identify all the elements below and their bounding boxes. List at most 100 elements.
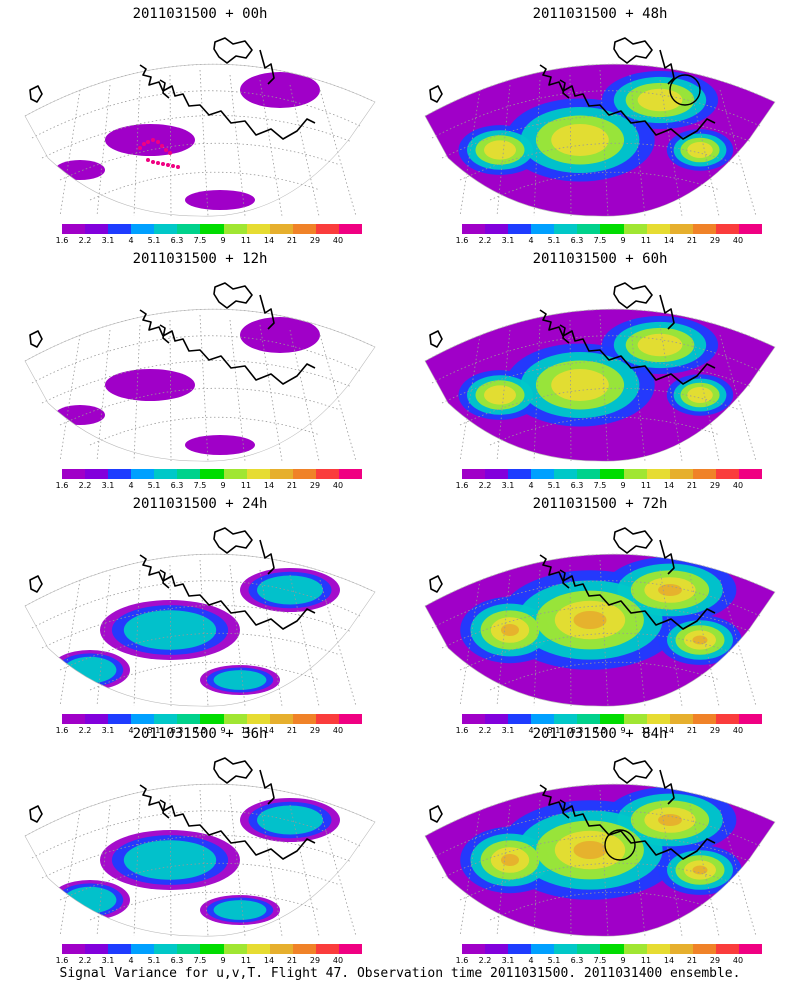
colorbar-label: 1.6 bbox=[455, 481, 469, 490]
colorbar-swatch bbox=[177, 224, 201, 234]
colorbar-label: 14 bbox=[663, 236, 675, 245]
variance-contour bbox=[484, 385, 516, 405]
colorbar-swatch bbox=[623, 714, 647, 724]
colorbar-label: 9 bbox=[220, 236, 226, 245]
colorbar-swatch bbox=[623, 944, 647, 954]
map-panel: 2011031500 + 60h 1.6 2.2 3.1 4 5.1 6.3 7.5 9 11 1… bbox=[400, 245, 800, 490]
variance-field bbox=[50, 568, 340, 695]
colorbar-swatch bbox=[85, 944, 109, 954]
map-boundary bbox=[24, 553, 376, 707]
colorbar-swatch bbox=[508, 469, 532, 479]
colorbar-swatch bbox=[223, 944, 247, 954]
colorbar-swatch bbox=[692, 224, 716, 234]
colorbar-swatch bbox=[177, 469, 201, 479]
variance-field bbox=[425, 64, 775, 217]
variance-contour bbox=[687, 142, 713, 158]
colorbar-label: 9 bbox=[620, 481, 626, 490]
colorbar bbox=[62, 224, 363, 234]
colorbar-label: 21 bbox=[686, 236, 698, 245]
colorbar-label: 7.5 bbox=[193, 481, 207, 490]
colorbar-swatch bbox=[246, 469, 270, 479]
colorbar-swatch bbox=[154, 714, 178, 724]
colorbar-label: 3.1 bbox=[501, 481, 515, 490]
colorbar-swatch bbox=[200, 469, 224, 479]
colorbar-swatch bbox=[669, 944, 693, 954]
colorbar-labels: 1.6 2.2 3.1 4 5.1 6.3 7.5 9 11 14 21 29 40 bbox=[452, 236, 772, 246]
colorbar-swatch bbox=[692, 714, 716, 724]
variance-map bbox=[424, 527, 776, 707]
colorbar-swatch bbox=[554, 714, 578, 724]
coastline bbox=[429, 282, 716, 385]
variance-contour bbox=[501, 624, 519, 636]
colorbar-swatch bbox=[246, 714, 270, 724]
colorbar-swatch bbox=[200, 224, 224, 234]
colorbar-label: 5.1 bbox=[547, 956, 561, 965]
coastline bbox=[29, 37, 316, 140]
colorbar-swatch bbox=[131, 469, 155, 479]
colorbar-label: 40 bbox=[332, 726, 344, 735]
map-panel: 2011031500 + 00h 1.6 2.2 3.1 4 5.1 6.3 7.5 9 11 1… bbox=[0, 0, 400, 245]
colorbar-swatch bbox=[269, 944, 293, 954]
colorbar bbox=[462, 224, 763, 234]
colorbar-swatch bbox=[531, 224, 555, 234]
colorbar-label: 11 bbox=[640, 726, 652, 735]
colorbar-swatch bbox=[200, 944, 224, 954]
colorbar-label: 6.3 bbox=[170, 956, 184, 965]
colorbar-swatch bbox=[85, 714, 109, 724]
panel-title: 2011031500 + 60h bbox=[532, 251, 668, 267]
variance-field bbox=[425, 554, 775, 707]
colorbar-swatch bbox=[646, 714, 670, 724]
flight-track bbox=[138, 138, 180, 169]
colorbar bbox=[462, 944, 763, 954]
colorbar-swatch bbox=[338, 469, 363, 479]
variance-contour bbox=[658, 814, 682, 826]
variance-contour bbox=[257, 805, 323, 835]
variance-contour bbox=[123, 840, 217, 880]
colorbar-label: 21 bbox=[286, 726, 298, 735]
colorbar-label: 29 bbox=[309, 726, 321, 735]
colorbar bbox=[62, 944, 363, 954]
colorbar-label: 5.1 bbox=[547, 481, 561, 490]
colorbar-label: 40 bbox=[732, 481, 744, 490]
variance-contour bbox=[185, 190, 255, 210]
colorbar-label: 9 bbox=[220, 726, 226, 735]
colorbar-label: 11 bbox=[240, 956, 252, 965]
colorbar-label: 7.5 bbox=[593, 956, 607, 965]
coastline bbox=[29, 282, 316, 385]
colorbar-swatch bbox=[554, 224, 578, 234]
colorbar-swatch bbox=[292, 469, 316, 479]
colorbar-labels: 1.6 2.2 3.1 4 5.1 6.3 7.5 9 11 14 21 29 40 bbox=[52, 481, 372, 491]
colorbar-label: 6.3 bbox=[570, 726, 584, 735]
colorbar-label: 11 bbox=[640, 236, 652, 245]
colorbar-label: 7.5 bbox=[593, 726, 607, 735]
colorbar-swatch bbox=[462, 714, 486, 724]
map-panel: 2011031500 + 36h 1.6 2.2 3.1 4 5.1 6.3 7.5 9 11 1… bbox=[0, 720, 400, 965]
colorbar-swatch bbox=[738, 944, 763, 954]
coastline bbox=[29, 757, 316, 860]
colorbar-label: 11 bbox=[640, 956, 652, 965]
variance-map bbox=[424, 282, 776, 462]
colorbar-swatch bbox=[131, 944, 155, 954]
colorbar-swatch bbox=[508, 714, 532, 724]
colorbar-swatch bbox=[154, 224, 178, 234]
map-panel: 2011031500 + 84h 1.6 2.2 3.1 4 5.1 6.3 7.5 9 11 1… bbox=[400, 720, 800, 965]
colorbar-label: 9 bbox=[220, 481, 226, 490]
colorbar-label: 6.3 bbox=[570, 236, 584, 245]
variance-contour bbox=[573, 841, 607, 859]
colorbar-label: 3.1 bbox=[501, 236, 515, 245]
colorbar-swatch bbox=[131, 714, 155, 724]
colorbar-swatch bbox=[462, 944, 486, 954]
colorbar-label: 9 bbox=[620, 726, 626, 735]
colorbar-swatch bbox=[292, 944, 316, 954]
map-panel: 2011031500 + 48h 1.6 2.2 3.1 4 5.1 6.3 7.5 9 11 1… bbox=[400, 0, 800, 245]
colorbar-swatch bbox=[315, 224, 339, 234]
colorbar-swatch bbox=[485, 714, 509, 724]
colorbar-label: 2.2 bbox=[78, 236, 92, 245]
colorbar-label: 4 bbox=[528, 726, 534, 735]
colorbar-label: 14 bbox=[263, 956, 275, 965]
colorbar-swatch bbox=[531, 469, 555, 479]
colorbar-swatch bbox=[554, 469, 578, 479]
colorbar-label: 21 bbox=[286, 481, 298, 490]
variance-field bbox=[55, 72, 320, 210]
colorbar-label: 14 bbox=[263, 236, 275, 245]
